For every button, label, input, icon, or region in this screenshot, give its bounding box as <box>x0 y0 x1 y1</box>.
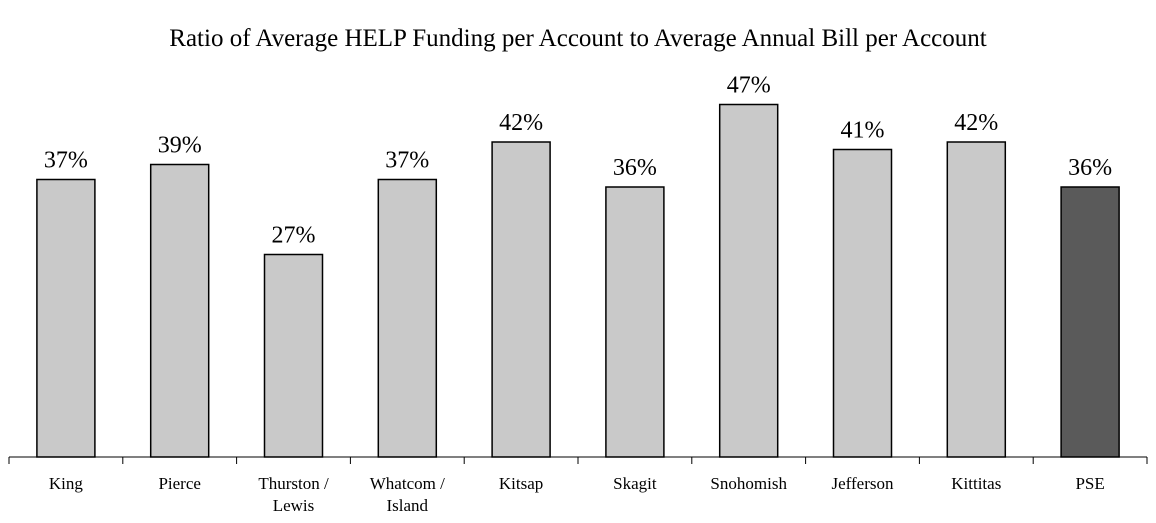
x-tick-label: Whatcom / Island <box>370 474 445 515</box>
x-tick-label: Skagit <box>613 474 657 493</box>
value-label: 27% <box>272 223 316 249</box>
chart-title: Ratio of Average HELP Funding per Accoun… <box>169 25 986 52</box>
bar <box>946 141 1007 458</box>
value-label: 47% <box>727 73 771 99</box>
value-label: 41% <box>841 118 885 144</box>
value-label: 42% <box>499 110 543 136</box>
x-tick-label: Kittitas <box>951 474 1001 493</box>
x-tick-label: Thurston / Lewis <box>258 474 329 515</box>
value-label: 36% <box>1068 155 1112 181</box>
x-tick-label: Kitsap <box>499 474 543 493</box>
bar <box>1060 186 1120 458</box>
value-label: 37% <box>44 148 88 174</box>
value-label: 39% <box>158 133 202 159</box>
bar <box>377 178 438 458</box>
bar <box>718 103 779 458</box>
bar <box>36 178 96 458</box>
bar <box>605 186 665 458</box>
bar <box>263 253 324 458</box>
bar <box>149 163 210 458</box>
x-tick-label: Snohomish <box>710 474 787 493</box>
x-tick-label: Pierce <box>158 474 200 493</box>
bar <box>491 141 551 458</box>
x-tick-label: Jefferson <box>832 474 894 493</box>
bar <box>832 148 893 458</box>
value-label: 36% <box>613 155 657 181</box>
value-label: 37% <box>385 148 429 174</box>
x-tick-label: PSE <box>1075 474 1104 493</box>
value-label: 42% <box>954 110 998 136</box>
x-tick-label: King <box>49 474 84 493</box>
